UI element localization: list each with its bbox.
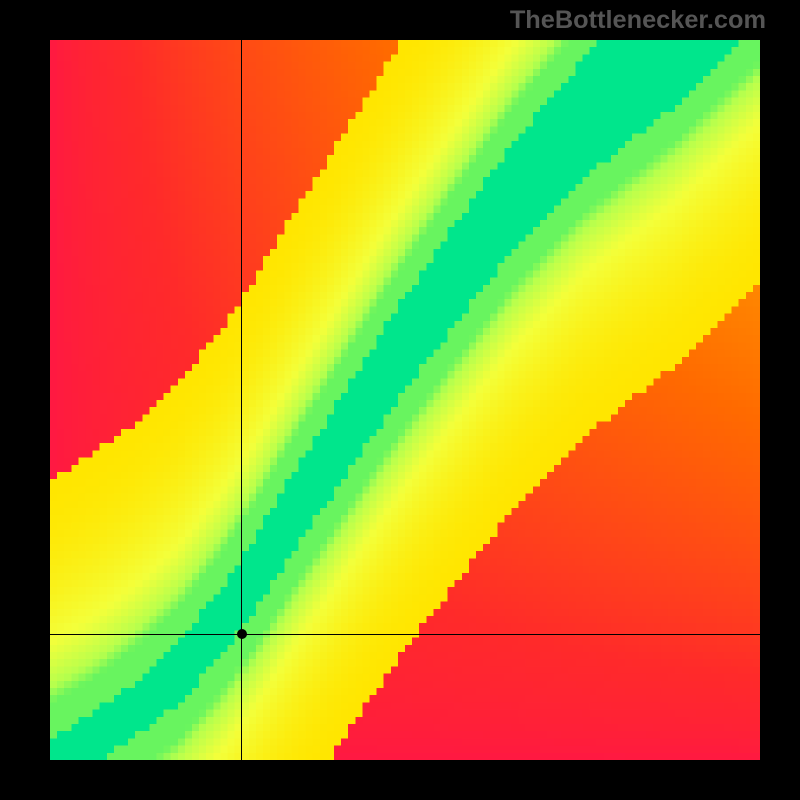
crosshair-horizontal <box>50 634 760 635</box>
crosshair-vertical <box>241 40 242 760</box>
watermark-text: TheBottlenecker.com <box>510 6 766 35</box>
bottleneck-heatmap <box>50 40 760 760</box>
crosshair-marker <box>237 629 247 639</box>
